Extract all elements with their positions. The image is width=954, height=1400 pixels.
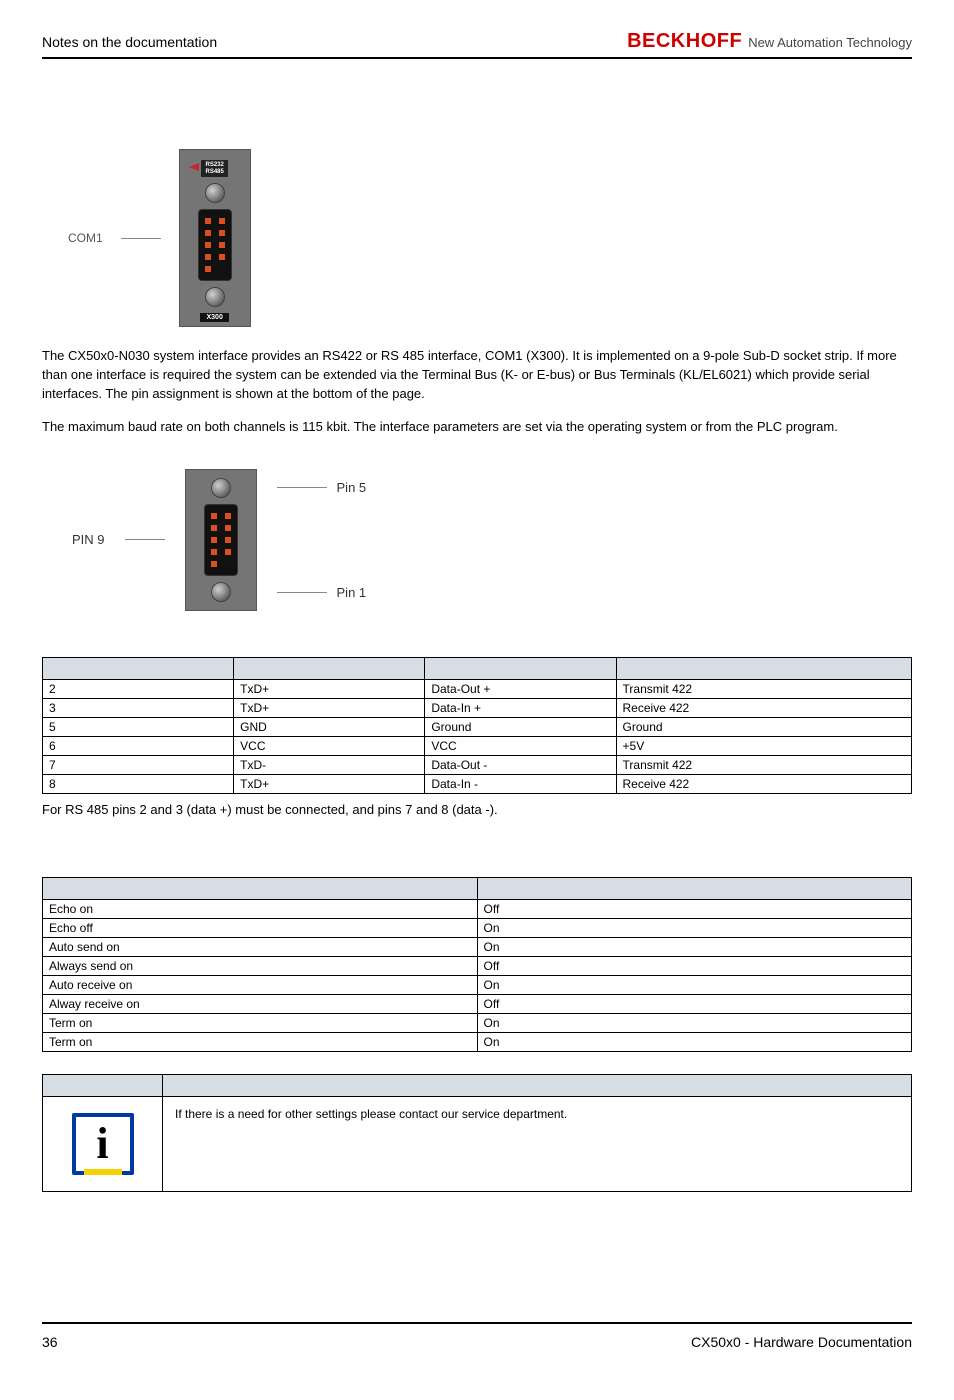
pin-assignment-table: 2TxD+Data-Out +Transmit 4223TxD+Data-In … xyxy=(42,657,912,794)
pin9-label: PIN 9 xyxy=(72,532,105,547)
brand-tagline: New Automation Technology xyxy=(748,35,912,50)
table-cell: Auto send on xyxy=(43,937,478,956)
note-callout-table: i If there is a need for other settings … xyxy=(42,1074,912,1192)
table-cell: Data-Out - xyxy=(425,755,616,774)
table-cell: Off xyxy=(477,899,912,918)
port-top-tag-line2: RS485 xyxy=(205,169,223,175)
table-header-row xyxy=(43,1074,912,1096)
table-cell: 7 xyxy=(43,755,234,774)
table-cell: On xyxy=(477,937,912,956)
table-cell: Always send on xyxy=(43,956,478,975)
function-status-table: Echo onOffEcho offOnAuto send onOnAlways… xyxy=(42,877,912,1052)
table-header-row xyxy=(43,877,912,899)
table-cell: 8 xyxy=(43,774,234,793)
table-cell: TxD+ xyxy=(234,774,425,793)
bottom-screw-icon xyxy=(211,582,231,602)
table-cell: Ground xyxy=(616,717,911,736)
page-footer: 36 CX50x0 - Hardware Documentation xyxy=(42,1322,912,1350)
table-cell: +5V xyxy=(616,736,911,755)
intro-paragraph-1: The CX50x0-N030 system interface provide… xyxy=(42,347,912,404)
table-cell: TxD+ xyxy=(234,698,425,717)
table-cell: On xyxy=(477,918,912,937)
leader-line xyxy=(125,539,165,540)
header-section-title: Notes on the documentation xyxy=(42,34,217,50)
table-cell: Data-Out + xyxy=(425,679,616,698)
table-cell: Data-In + xyxy=(425,698,616,717)
info-glyph: i xyxy=(96,1118,108,1169)
table-row: Auto receive onOn xyxy=(43,975,912,994)
com1-side-label: COM1 xyxy=(68,231,103,245)
table-cell: TxD- xyxy=(234,755,425,774)
port-top-tag: RS232 RS485 xyxy=(201,160,227,177)
table-cell: Data-In - xyxy=(425,774,616,793)
top-screw-icon xyxy=(205,183,225,203)
table-row: Alway receive onOff xyxy=(43,994,912,1013)
table-row: Always send onOff xyxy=(43,956,912,975)
note-text-cell: If there is a need for other settings pl… xyxy=(163,1096,912,1191)
info-note-icon: i xyxy=(72,1113,134,1175)
table-row: Echo offOn xyxy=(43,918,912,937)
table-row: Term onOn xyxy=(43,1032,912,1051)
pinout-figure: PIN 9 Pin 5 Pin 1 xyxy=(72,469,912,611)
table-cell: Term on xyxy=(43,1013,478,1032)
table-cell: 6 xyxy=(43,736,234,755)
table-cell: Transmit 422 xyxy=(616,679,911,698)
leader-line xyxy=(121,238,161,239)
table-cell: Receive 422 xyxy=(616,774,911,793)
table-cell: On xyxy=(477,975,912,994)
pin-grid xyxy=(198,209,232,281)
port-shell-pinout xyxy=(185,469,257,611)
table-cell: Off xyxy=(477,956,912,975)
table-cell: On xyxy=(477,1013,912,1032)
table-cell: 2 xyxy=(43,679,234,698)
table-cell: Term on xyxy=(43,1032,478,1051)
com1-connector-figure: COM1 RS232 RS485 X300 xyxy=(68,149,912,327)
table-cell: Alway receive on xyxy=(43,994,478,1013)
rs485-connection-note: For RS 485 pins 2 and 3 (data +) must be… xyxy=(42,802,912,817)
table-row: 6VCCVCC+5V xyxy=(43,736,912,755)
intro-paragraph-2: The maximum baud rate on both channels i… xyxy=(42,418,912,437)
port-top-tag-line1: RS232 xyxy=(205,162,223,168)
pin5-label: Pin 5 xyxy=(277,480,367,495)
pin-grid xyxy=(204,504,238,576)
table-cell: On xyxy=(477,1032,912,1051)
port-bottom-tag: X300 xyxy=(200,313,228,322)
table-cell: Ground xyxy=(425,717,616,736)
table-cell: VCC xyxy=(234,736,425,755)
table-row: Term onOn xyxy=(43,1013,912,1032)
table-row: 2TxD+Data-Out +Transmit 422 xyxy=(43,679,912,698)
header-brand-block: BECKHOFF New Automation Technology xyxy=(627,30,912,53)
table-row: Echo onOff xyxy=(43,899,912,918)
table-cell: Receive 422 xyxy=(616,698,911,717)
bottom-screw-icon xyxy=(205,287,225,307)
page-number: 36 xyxy=(42,1334,58,1350)
table-cell: Echo on xyxy=(43,899,478,918)
brand-logo-text: BECKHOFF xyxy=(627,30,742,53)
table-row: 5GNDGroundGround xyxy=(43,717,912,736)
table-cell: 5 xyxy=(43,717,234,736)
table-cell: GND xyxy=(234,717,425,736)
table-row: 8TxD+Data-In -Receive 422 xyxy=(43,774,912,793)
pin1-label: Pin 1 xyxy=(277,585,367,600)
pin-right-labels: Pin 5 Pin 1 xyxy=(277,480,367,600)
table-header-row xyxy=(43,657,912,679)
table-cell: Auto receive on xyxy=(43,975,478,994)
note-icon-cell: i xyxy=(43,1096,163,1191)
table-cell: Echo off xyxy=(43,918,478,937)
doc-title: CX50x0 - Hardware Documentation xyxy=(691,1334,912,1350)
table-row: Auto send onOn xyxy=(43,937,912,956)
page-header: Notes on the documentation BECKHOFF New … xyxy=(42,30,912,59)
table-cell: Off xyxy=(477,994,912,1013)
table-cell: TxD+ xyxy=(234,679,425,698)
table-row: 3TxD+Data-In +Receive 422 xyxy=(43,698,912,717)
table-cell: Transmit 422 xyxy=(616,755,911,774)
table-cell: VCC xyxy=(425,736,616,755)
port-shell: RS232 RS485 X300 xyxy=(179,149,251,327)
top-screw-icon xyxy=(211,478,231,498)
table-row: i If there is a need for other settings … xyxy=(43,1096,912,1191)
table-cell: 3 xyxy=(43,698,234,717)
table-row: 7TxD-Data-Out -Transmit 422 xyxy=(43,755,912,774)
